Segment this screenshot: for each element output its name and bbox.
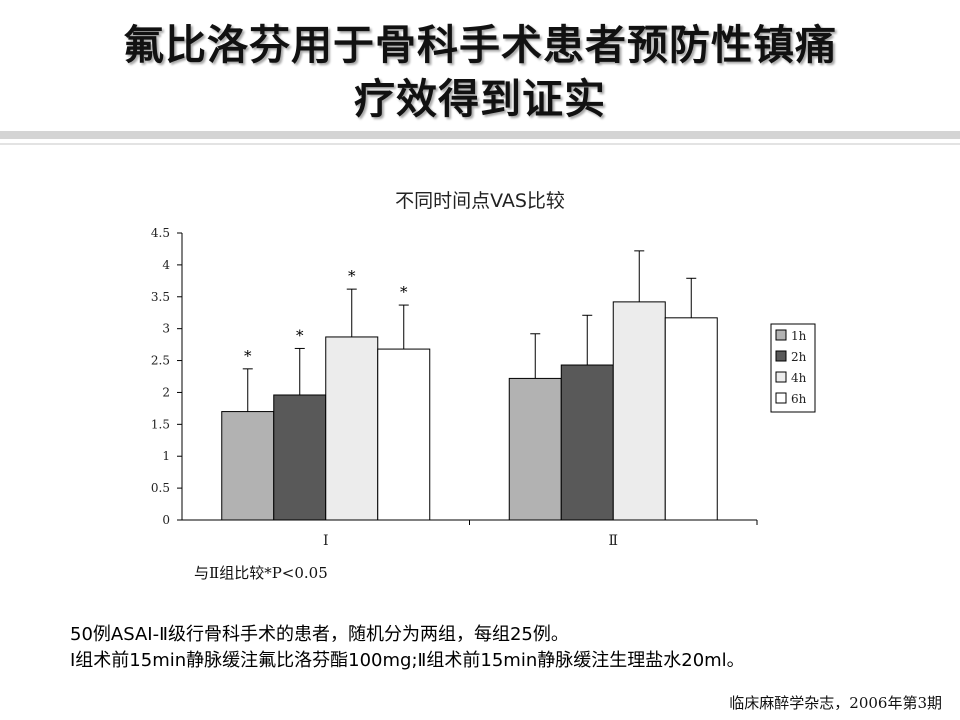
legend-swatch [775,329,787,341]
slide-title-line1: 氟比洛芬用于骨科手术患者预防性镇痛 [123,21,837,69]
bar [377,348,431,521]
y-tick-label: 4 [162,258,170,272]
legend-swatch [775,350,787,362]
y-tick-label: 0 [162,513,170,527]
significance-marker: * [296,326,304,344]
x-category-label: Ⅱ [608,533,618,549]
y-tick-label: 4.5 [151,226,170,240]
chart-title: 不同时间点VAS比较 [395,190,565,212]
legend-label: 6h [791,392,807,406]
bar [560,364,614,521]
bar [664,317,718,521]
y-tick-label: 2.5 [151,354,170,368]
study-description-line2: Ⅰ组术前15min静脉缓注氟比洛芬酯100mg;Ⅱ组术前15min静脉缓注生理盐… [70,650,745,671]
legend-label: 2h [791,350,807,364]
y-tick-label: 1.5 [151,417,170,431]
study-description: 50例ASAⅠ-Ⅱ级行骨科手术的患者，随机分为两组，每组25例。 Ⅰ组术前15m… [70,622,745,674]
source-citation: 临床麻醉学杂志，2006年第3期 [729,694,942,712]
bar [508,377,562,521]
bar [273,394,327,521]
y-tick-label: 0.5 [151,481,170,495]
significance-footnote: 与Ⅱ组比较*P<0.05 [194,564,328,582]
slide-title: 氟比洛芬用于骨科手术患者预防性镇痛 疗效得到证实 [0,18,960,126]
significance-marker: * [400,283,408,301]
y-tick-label: 3 [162,322,170,336]
legend-swatch [775,371,787,383]
title-divider-thin [0,143,960,145]
slide-title-line2: 疗效得到证实 [354,75,606,123]
vas-bar-chart: 不同时间点VAS比较 0 0.5 1 1.5 2 2.5 3 3.5 4 4.5 * * * * Ⅰ Ⅱ 1h 2h… [151,190,816,549]
x-category-label: Ⅰ [323,533,329,549]
significance-marker: * [348,267,356,285]
title-divider [0,131,960,139]
bar [612,301,666,521]
legend-swatch [775,392,787,404]
legend-label: 1h [791,329,807,343]
y-tick-label: 2 [162,385,170,399]
significance-marker: * [244,347,252,365]
bar [325,336,379,521]
y-tick-label: 3.5 [151,290,170,304]
y-tick-label: 1 [162,449,170,463]
study-description-line1: 50例ASAⅠ-Ⅱ级行骨科手术的患者，随机分为两组，每组25例。 [70,624,569,645]
legend-label: 4h [791,371,807,385]
bar [221,411,275,521]
